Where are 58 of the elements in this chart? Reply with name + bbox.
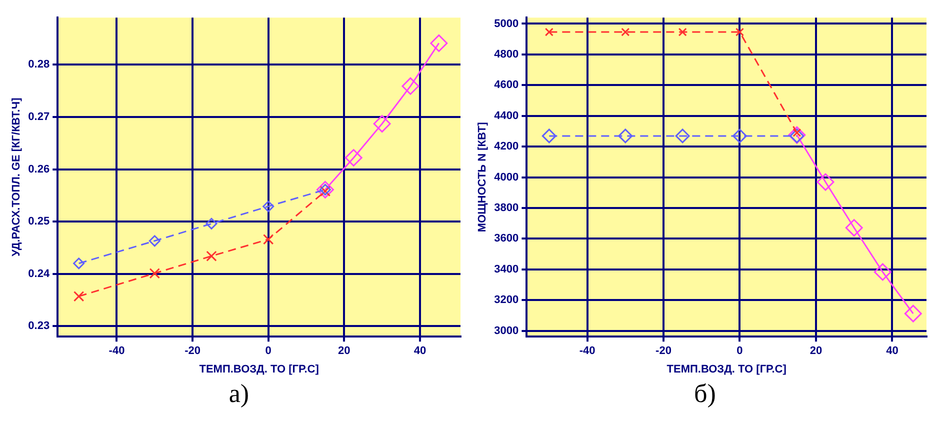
point: [148, 235, 160, 247]
point: [618, 128, 633, 144]
y-axis-title: МОЩНОСТЬ N [КВТ]: [476, 122, 489, 232]
point: [735, 28, 744, 36]
point: [874, 263, 892, 281]
x-tick-label: 0: [736, 345, 743, 358]
x-tick-label: -40: [108, 345, 125, 358]
y-tick-label: 0.25: [28, 216, 50, 228]
y-tick-label: 4400: [494, 110, 519, 122]
point: [904, 304, 922, 322]
x-axis-title: ТЕМП.ВОЗД. TO [ГР.С]: [666, 363, 787, 376]
point: [344, 149, 362, 166]
point: [542, 128, 556, 144]
x-axis-title: ТЕМП.ВОЗД. TO [ГР.С]: [199, 363, 320, 376]
y-tick-label: 4000: [494, 171, 519, 184]
point: [316, 180, 334, 198]
y-tick-label: 3000: [494, 324, 519, 337]
y-tick-label: 3200: [494, 294, 519, 306]
y-tick-label: 4600: [494, 79, 519, 92]
point: [678, 28, 687, 36]
point: [73, 290, 84, 302]
y-tick-label: 3600: [494, 232, 519, 245]
x-tick-label: 20: [810, 345, 822, 358]
point: [73, 258, 85, 270]
point: [402, 77, 420, 95]
x-tick-label: -20: [656, 345, 672, 358]
y-tick-label: 3400: [494, 263, 519, 276]
y-axis-title: УД.РАСХ.ТОПЛ. GE [КГ/КВТ.Ч]: [10, 97, 23, 256]
y-tick-label: 0.23: [28, 320, 50, 332]
x-tick-label: -40: [579, 345, 596, 358]
point: [544, 28, 554, 36]
y-tick-label: 0.28: [28, 58, 50, 71]
point: [206, 218, 218, 230]
point: [675, 128, 690, 144]
y-tick-label: 4200: [494, 140, 519, 153]
text: а): [228, 378, 250, 410]
y-tick-label: 0.26: [28, 163, 50, 176]
x-tick-label: 40: [414, 345, 426, 358]
point: [430, 34, 448, 52]
point: [206, 250, 217, 262]
y-tick-label: 0.24: [28, 268, 50, 280]
point: [373, 115, 391, 133]
y-tick-label: 0.27: [28, 110, 50, 123]
point: [732, 128, 747, 144]
point: [621, 28, 630, 36]
y-tick-label: 3800: [494, 202, 519, 214]
text: б): [693, 378, 717, 410]
x-tick-label: 20: [338, 345, 350, 358]
y-tick-label: 4800: [494, 48, 519, 60]
x-tick-label: 0: [265, 345, 272, 358]
point: [845, 219, 863, 237]
x-tick-label: 40: [886, 345, 898, 358]
point: [816, 173, 834, 191]
point: [149, 268, 160, 279]
point: [262, 234, 274, 245]
y-tick-label: 5000: [494, 18, 519, 30]
x-tick-label: -20: [184, 345, 200, 358]
point: [262, 200, 274, 212]
